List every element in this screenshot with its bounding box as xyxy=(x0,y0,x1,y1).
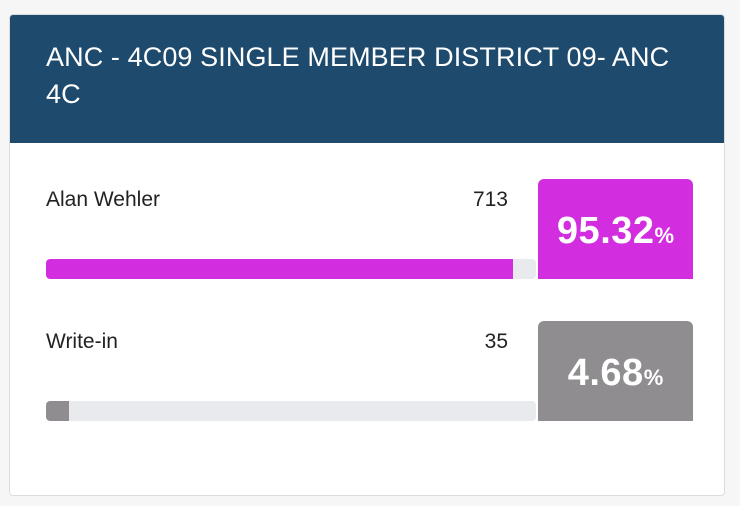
candidate-name: Alan Wehler xyxy=(46,188,161,211)
race-results-card: ANC - 4C09 SINGLE MEMBER DISTRICT 09- AN… xyxy=(9,14,725,496)
percent-sign: % xyxy=(654,223,675,248)
vote-share-bar-fill xyxy=(46,401,69,421)
race-header: ANC - 4C09 SINGLE MEMBER DISTRICT 09- AN… xyxy=(10,15,724,143)
candidate-row: Write-in 35 4.68% xyxy=(10,321,724,421)
vote-share-bar xyxy=(46,259,536,279)
vote-percent-badge: 4.68% xyxy=(538,321,693,421)
vote-percent-badge: 95.32% xyxy=(538,179,693,279)
race-title: ANC - 4C09 SINGLE MEMBER DISTRICT 09- AN… xyxy=(46,42,670,109)
candidate-votes: 35 xyxy=(484,330,508,353)
vote-percent-value: 95.32 xyxy=(556,209,655,252)
percent-sign: % xyxy=(643,365,664,390)
candidate-votes: 713 xyxy=(472,188,508,211)
vote-share-bar xyxy=(46,401,536,421)
vote-share-bar-fill xyxy=(46,259,514,279)
vote-percent-value: 4.68 xyxy=(567,351,644,394)
candidate-row: Alan Wehler 713 95.32% xyxy=(10,179,724,279)
candidate-name: Write-in xyxy=(46,330,118,353)
